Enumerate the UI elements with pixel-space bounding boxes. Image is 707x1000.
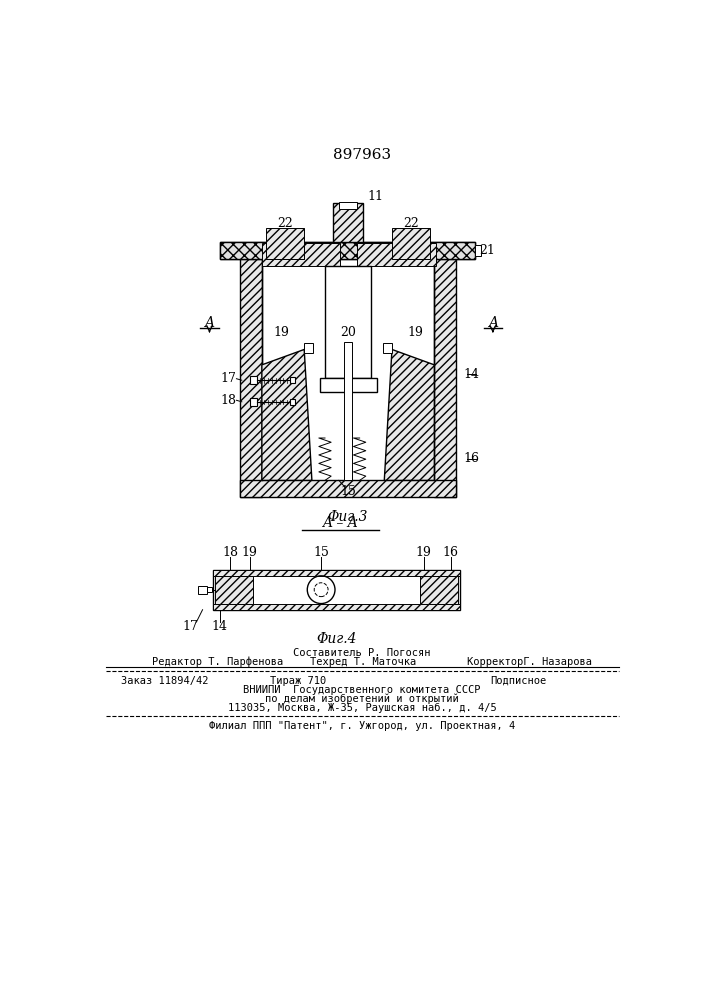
Bar (339, 202, 357, 209)
Bar (290, 399, 295, 405)
Text: 15: 15 (313, 546, 329, 559)
Text: 17: 17 (182, 620, 198, 633)
Text: 19: 19 (273, 326, 289, 339)
Text: 19: 19 (416, 546, 431, 559)
Polygon shape (385, 349, 434, 480)
Text: Составитель Р. Погосян: Составитель Р. Погосян (293, 648, 431, 658)
Text: Φиг.3: Φиг.3 (328, 510, 368, 524)
Text: Филиал ППП "Патент", г. Ужгород, ул. Проектная, 4: Филиал ППП "Патент", г. Ужгород, ул. Про… (209, 721, 515, 731)
Bar (475, 245, 481, 256)
Text: 18: 18 (222, 546, 238, 559)
Bar (266, 242, 304, 259)
Text: по делам изобретений и открытий: по делам изобретений и открытий (265, 694, 459, 704)
Bar (240, 243, 262, 497)
Text: 897963: 897963 (333, 148, 391, 162)
Text: Заказ 11894/42: Заказ 11894/42 (121, 676, 209, 686)
Bar (262, 243, 340, 266)
Text: 113035, Москва, Ж-35, Раушская наб., д. 4/5: 113035, Москва, Ж-35, Раушская наб., д. … (228, 703, 496, 713)
Text: 22: 22 (404, 217, 419, 230)
Text: КорректорГ. Назарова: КорректорГ. Назарова (467, 657, 592, 667)
Bar (250, 376, 257, 384)
Text: A – A: A – A (322, 516, 358, 530)
Bar (357, 243, 436, 266)
Bar (215, 576, 253, 604)
Text: 19: 19 (242, 546, 257, 559)
Bar (325, 266, 371, 378)
Bar (266, 228, 304, 259)
Text: A: A (488, 316, 498, 330)
Bar (219, 242, 475, 259)
Text: ВНИИПИ  Государственного комитета СССР: ВНИИПИ Государственного комитета СССР (243, 685, 481, 695)
Bar (320, 378, 378, 392)
Polygon shape (262, 349, 312, 480)
Bar (207, 587, 212, 592)
Bar (304, 343, 313, 353)
Text: 16: 16 (463, 452, 479, 465)
Text: 11: 11 (367, 190, 383, 204)
Text: 15: 15 (340, 485, 356, 498)
Bar (420, 576, 458, 604)
Bar (214, 570, 460, 576)
Bar (219, 242, 475, 259)
Text: 22: 22 (277, 217, 293, 230)
Text: 19: 19 (407, 326, 423, 339)
Bar (214, 570, 460, 610)
Bar (434, 243, 456, 497)
Text: 17: 17 (221, 372, 237, 385)
Bar (250, 398, 257, 406)
Bar (198, 586, 207, 594)
Text: 14: 14 (211, 620, 228, 633)
Bar (344, 342, 352, 480)
Bar (382, 343, 392, 353)
Bar (290, 377, 295, 383)
Text: Техред Т. Маточка: Техред Т. Маточка (310, 657, 416, 667)
Bar (333, 203, 363, 242)
Text: Тираж 710: Тираж 710 (270, 676, 326, 686)
Text: 14: 14 (463, 368, 479, 381)
Text: 21: 21 (479, 244, 496, 257)
Text: Редактор Т. Парфенова: Редактор Т. Парфенова (152, 657, 283, 667)
Text: 16: 16 (443, 546, 459, 559)
Text: 20: 20 (340, 326, 356, 339)
Bar (392, 228, 431, 259)
Text: 18: 18 (221, 394, 237, 407)
Bar (214, 604, 460, 610)
Bar (240, 480, 456, 497)
Text: A: A (204, 316, 214, 330)
Text: Подписное: Подписное (491, 676, 547, 686)
Text: Φиг.4: Φиг.4 (316, 632, 357, 646)
